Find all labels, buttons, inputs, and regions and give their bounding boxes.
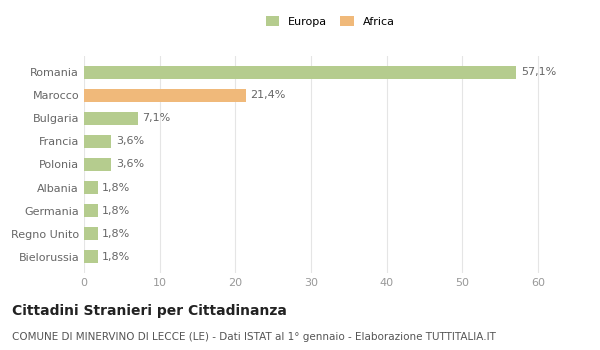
Bar xyxy=(84,66,516,78)
Text: COMUNE DI MINERVINO DI LECCE (LE) - Dati ISTAT al 1° gennaio - Elaborazione TUTT: COMUNE DI MINERVINO DI LECCE (LE) - Dati… xyxy=(12,332,496,343)
Bar xyxy=(84,181,98,194)
Bar xyxy=(84,228,98,240)
Text: 21,4%: 21,4% xyxy=(251,90,286,100)
Text: 7,1%: 7,1% xyxy=(142,113,170,123)
Text: 1,8%: 1,8% xyxy=(102,229,130,239)
Bar xyxy=(84,112,138,125)
Text: 3,6%: 3,6% xyxy=(116,136,144,146)
Text: Cittadini Stranieri per Cittadinanza: Cittadini Stranieri per Cittadinanza xyxy=(12,304,287,318)
Bar xyxy=(84,158,111,171)
Text: 1,8%: 1,8% xyxy=(102,252,130,262)
Text: 57,1%: 57,1% xyxy=(521,67,556,77)
Text: 1,8%: 1,8% xyxy=(102,206,130,216)
Bar xyxy=(84,251,98,263)
Bar xyxy=(84,204,98,217)
Bar xyxy=(84,89,246,102)
Bar xyxy=(84,135,111,148)
Legend: Europa, Africa: Europa, Africa xyxy=(262,13,398,30)
Text: 1,8%: 1,8% xyxy=(102,183,130,193)
Text: 3,6%: 3,6% xyxy=(116,160,144,169)
